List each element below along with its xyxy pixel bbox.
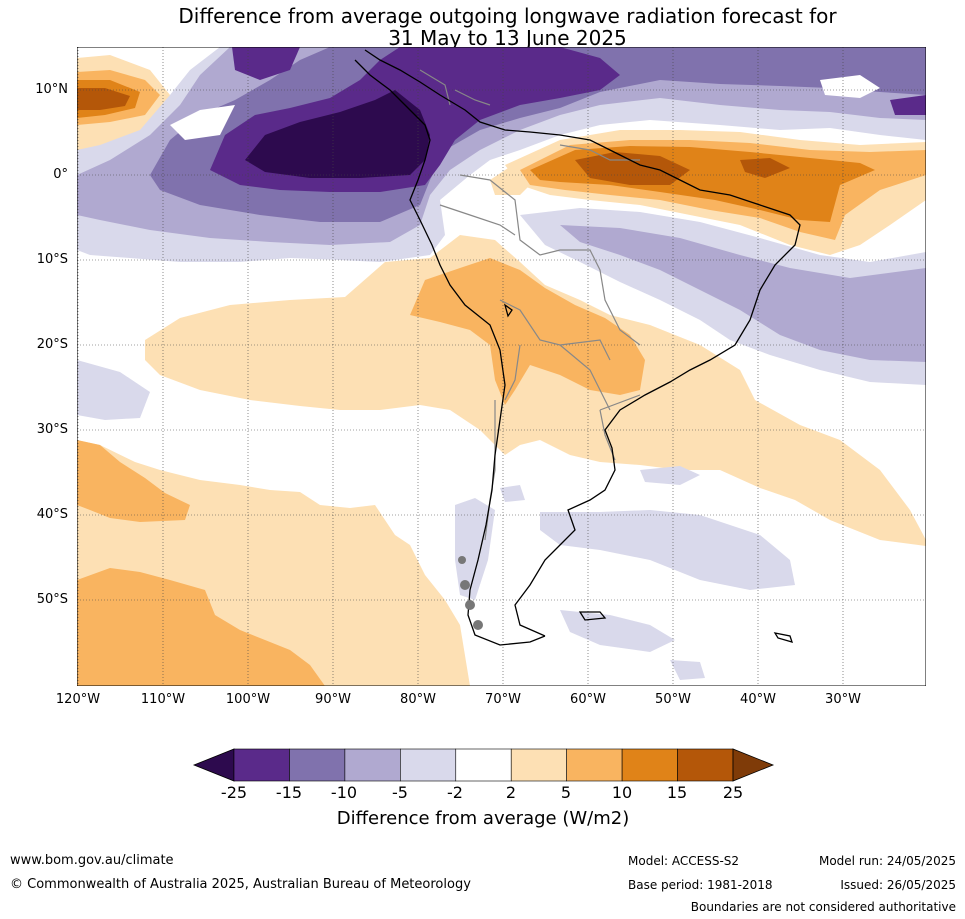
lat-label-20s: 20°S [36, 337, 68, 352]
lat-label-30s: 30°S [36, 422, 68, 437]
colorbar-tick-label: 10 [611, 783, 633, 802]
website-link[interactable]: www.bom.gov.au/climate [10, 853, 174, 868]
anomaly-se-pacific-positive [77, 440, 470, 686]
colorbar-tick-label: 15 [666, 783, 688, 802]
coastline [354, 49, 801, 646]
colorbar-extend-high [732, 748, 775, 782]
map-title-line2: 31 May to 13 June 2025 [388, 26, 627, 50]
colorbar-title: Difference from average (W/m2) [336, 808, 630, 829]
colorbar-segment [233, 748, 290, 782]
lon-label-90w: 90°W [315, 692, 351, 707]
colorbar-tick-label: -15 [275, 783, 303, 802]
lat-label-50s: 50°S [36, 592, 68, 607]
boundaries-disclaimer: Boundaries are not considered authoritat… [690, 900, 956, 914]
colorbar-tick-label: -25 [220, 783, 248, 802]
map-title-line1: Difference from average outgoing longwav… [178, 4, 837, 28]
colorbar-segment [677, 748, 734, 782]
lat-label-10s: 10°S [36, 252, 68, 267]
colorbar-segment [289, 748, 346, 782]
lon-label-80w: 80°W [400, 692, 436, 707]
chile-fjords [458, 556, 483, 630]
colorbar-segment [566, 748, 623, 782]
lon-label-110w: 110°W [140, 692, 186, 707]
lon-label-30w: 30°W [825, 692, 861, 707]
colorbar-segment [344, 748, 401, 782]
lon-label-100w: 100°W [225, 692, 271, 707]
colorbar-tick-label: -10 [330, 783, 358, 802]
anomaly-tropical-negative [77, 47, 926, 262]
colorbar-tick-label: 25 [722, 783, 744, 802]
colorbar-tick-label: 2 [505, 783, 517, 802]
lon-label-70w: 70°W [485, 692, 521, 707]
lon-label-50w: 50°W [655, 692, 691, 707]
lon-label-60w: 60°W [570, 692, 606, 707]
colorbar-segment [510, 748, 567, 782]
base-period: Base period: 1981-2018 [628, 878, 773, 892]
colorbar-extend-low [192, 748, 235, 782]
lon-label-120w: 120°W [55, 692, 101, 707]
model-name: Model: ACCESS-S2 [628, 854, 740, 868]
lat-label-40s: 40°S [36, 507, 68, 522]
colorbar-segment [621, 748, 678, 782]
lat-label-10n: 10°N [35, 82, 68, 97]
colorbar-tick-label: 5 [560, 783, 572, 802]
colorbar-tick-label: -5 [392, 783, 408, 802]
model-run-date: Model run: 24/05/2025 [818, 854, 956, 868]
lat-label-0: 0° [53, 167, 68, 182]
country-borders [419, 69, 641, 541]
colorbar-segment [400, 748, 457, 782]
copyright-text: © Commonwealth of Australia 2025, Austra… [10, 877, 471, 892]
colorbar-segment [455, 748, 512, 782]
colorbar-tick-label: -2 [447, 783, 463, 802]
anomaly-small-negative-patches [77, 360, 795, 680]
map-gridlines [77, 47, 926, 686]
anomaly-south-atlantic-negative [520, 208, 926, 385]
lon-label-40w: 40°W [740, 692, 776, 707]
issued-date: Issued: 26/05/2025 [840, 878, 956, 892]
anomaly-tropical-pacific-positive [77, 55, 170, 152]
